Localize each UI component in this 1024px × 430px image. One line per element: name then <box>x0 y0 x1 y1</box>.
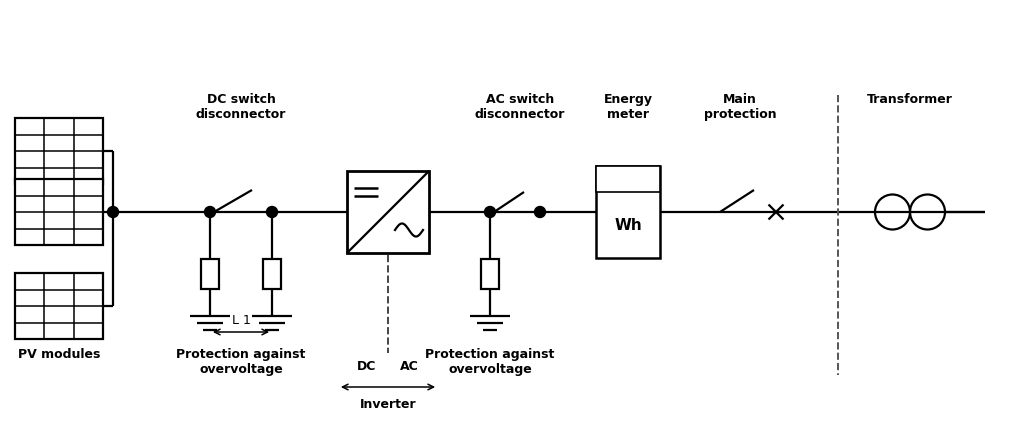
Bar <box>201 259 219 289</box>
Text: Main
protection: Main protection <box>703 93 776 121</box>
Text: DC switch
disconnector: DC switch disconnector <box>196 93 286 121</box>
Bar <box>596 166 660 192</box>
Circle shape <box>535 207 546 218</box>
Text: Transformer: Transformer <box>867 93 953 106</box>
Text: PV modules: PV modules <box>17 347 100 360</box>
Text: Protection against
overvoltage: Protection against overvoltage <box>425 347 555 375</box>
Text: AC switch
disconnector: AC switch disconnector <box>475 93 565 121</box>
Text: Protection against
overvoltage: Protection against overvoltage <box>176 347 306 375</box>
Text: Inverter: Inverter <box>359 397 417 410</box>
Bar <box>15 119 103 184</box>
Text: AC: AC <box>400 359 419 372</box>
Circle shape <box>205 207 215 218</box>
Text: DC: DC <box>356 359 376 372</box>
Circle shape <box>484 207 496 218</box>
Bar <box>596 166 660 258</box>
Bar <box>347 172 429 253</box>
Bar <box>263 259 281 289</box>
Bar <box>15 180 103 246</box>
Text: Wh: Wh <box>614 218 642 233</box>
Bar <box>15 273 103 339</box>
Text: L 1: L 1 <box>231 313 251 326</box>
Bar <box>481 259 499 289</box>
Circle shape <box>108 207 119 218</box>
Circle shape <box>266 207 278 218</box>
Text: Energy
meter: Energy meter <box>603 93 652 121</box>
